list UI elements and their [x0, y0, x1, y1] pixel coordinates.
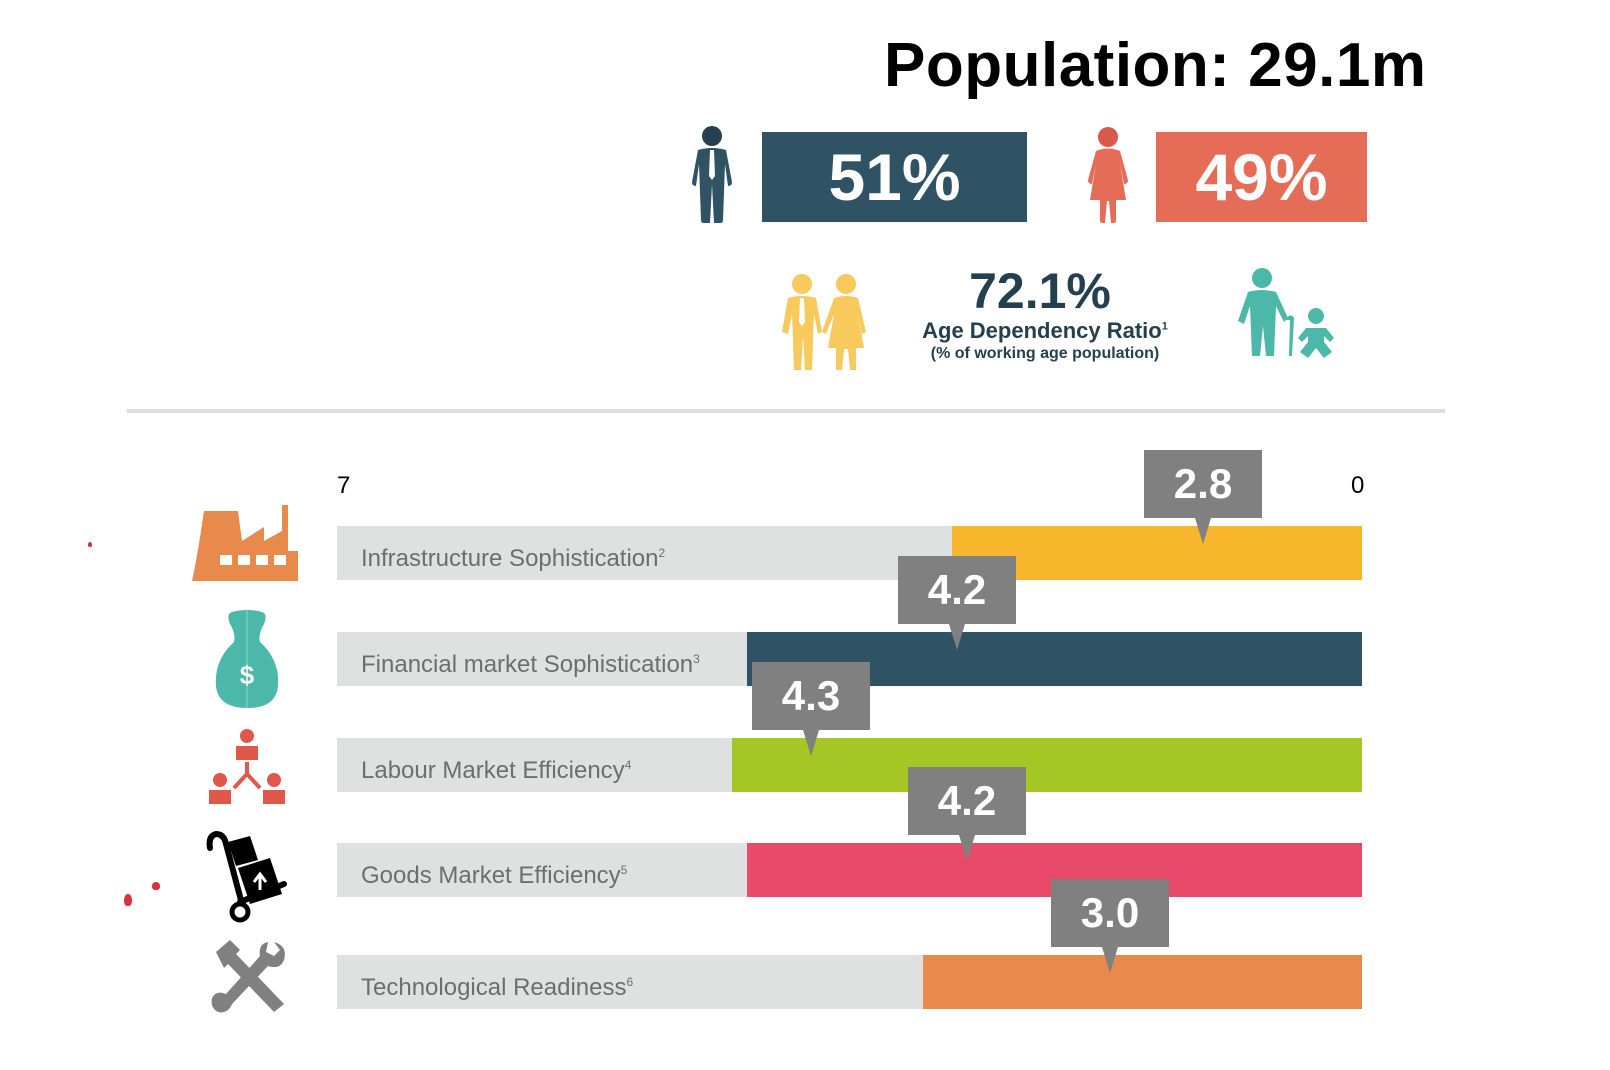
bar-label: Goods Market Efficiency5	[361, 843, 627, 897]
bar-label-text: Labour Market Efficiency	[361, 757, 625, 784]
hand-truck-icon	[206, 830, 287, 923]
male-percent-box: 51%	[762, 132, 1027, 222]
bar-label-text: Infrastructure Sophistication	[361, 545, 659, 572]
male-percent: 51%	[828, 140, 961, 214]
dependency-ratio-label: Age Dependency Ratio1	[880, 318, 1210, 344]
footnote-marker: 4	[624, 758, 632, 772]
bar-label-text: Goods Market Efficiency	[361, 862, 621, 889]
bar-label: Infrastructure Sophistication2	[361, 526, 665, 580]
population-title: Population: 29.1m	[884, 31, 1427, 100]
axis-min-label: 7	[337, 472, 351, 499]
data-label: 4.2	[927, 566, 987, 613]
bar-label-text: Technological Readiness	[361, 974, 627, 1001]
dependency-ratio-label-text: Age Dependency Ratio	[922, 318, 1162, 343]
decorative-mark	[152, 882, 160, 890]
bar-fill	[952, 526, 1362, 580]
svg-text:$: $	[240, 660, 255, 690]
data-label: 3.0	[1080, 889, 1140, 936]
footnote-marker: 2	[658, 546, 666, 560]
bar-track: Technological Readiness6	[337, 955, 1362, 1009]
footnote-marker: 5	[620, 863, 628, 877]
dependency-ratio-value: 72.1%	[969, 263, 1111, 319]
footnote-marker: 3	[693, 652, 700, 666]
factory-icon	[192, 505, 298, 581]
value-callout: 2.8	[1144, 450, 1262, 544]
axis-max-label: 0	[1351, 472, 1365, 499]
section-divider	[127, 409, 1445, 413]
footnote-marker: 6	[626, 975, 634, 989]
decorative-mark	[88, 542, 92, 547]
dependency-ratio-sublabel: (% of working age population)	[930, 345, 1160, 362]
org-network-icon	[209, 729, 285, 804]
bar-label: Labour Market Efficiency4	[361, 738, 631, 792]
value-callout: 4.3	[752, 662, 870, 756]
bar-fill	[922, 955, 1362, 1009]
female-percent: 49%	[1195, 140, 1328, 214]
bar-track: Labour Market Efficiency4	[337, 738, 1362, 792]
bar-track: Financial market Sophistication3	[337, 632, 1362, 686]
working-couple-icon	[782, 274, 866, 370]
value-callout: 4.2	[898, 556, 1016, 650]
bar-track: Infrastructure Sophistication2	[337, 526, 1362, 580]
female-percent-box: 49%	[1156, 132, 1367, 222]
data-label: 2.8	[1173, 460, 1233, 507]
bar-label: Financial market Sophistication3	[361, 632, 700, 686]
woman-icon	[1088, 127, 1128, 223]
data-label: 4.2	[937, 777, 997, 824]
money-bag-icon: $	[215, 610, 279, 708]
bar-label: Technological Readiness6	[361, 955, 633, 1009]
value-callout: 3.0	[1051, 879, 1169, 973]
tools-icon	[211, 940, 285, 1013]
bar-track: Goods Market Efficiency5	[337, 843, 1362, 897]
value-callout: 4.2	[908, 767, 1026, 861]
footnote-marker: 1	[1161, 320, 1168, 333]
elderly-and-baby-icon	[1238, 268, 1334, 358]
man-icon	[692, 126, 732, 223]
data-label: 4.3	[781, 672, 841, 719]
bar-fill	[732, 738, 1362, 792]
decorative-mark	[124, 894, 132, 906]
bar-label-text: Financial market Sophistication	[361, 651, 694, 678]
